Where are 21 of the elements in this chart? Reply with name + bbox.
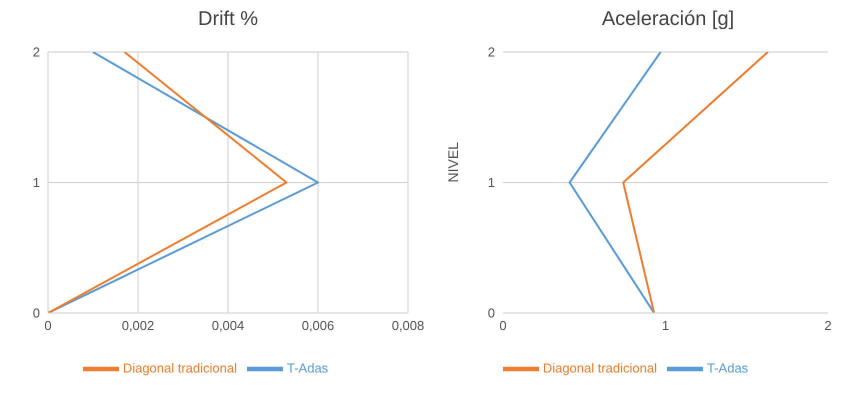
legend-label: T-Adas	[707, 360, 748, 376]
y-tick-label: 2	[488, 44, 495, 60]
chart-title: Aceleración [g]	[600, 8, 736, 32]
x-tick-label: 2	[824, 318, 832, 334]
chart-title: Drift %	[197, 8, 259, 32]
y-tick-label: 0	[488, 306, 495, 321]
y-tick-label: 2	[32, 44, 40, 60]
x-tick-label: 0,006	[302, 318, 334, 334]
legend-label: Diagonal tradicional	[542, 360, 657, 376]
x-tick-label: 0	[499, 318, 507, 334]
y-axis-title: NIVEL	[444, 142, 461, 182]
x-tick-label: 1	[662, 318, 670, 334]
x-tick-label: 0,002	[122, 318, 154, 334]
y-tick-label: 1	[32, 175, 40, 190]
x-tick-label: 0	[44, 318, 52, 334]
x-tick-label: 0,004	[212, 318, 244, 334]
legend-label: Diagonal tradicional	[122, 360, 237, 376]
y-tick-label: 0	[32, 306, 40, 321]
legend-label: T-Adas	[287, 360, 328, 376]
x-tick-label: 0,008	[392, 318, 424, 334]
y-tick-label: 1	[488, 175, 495, 190]
